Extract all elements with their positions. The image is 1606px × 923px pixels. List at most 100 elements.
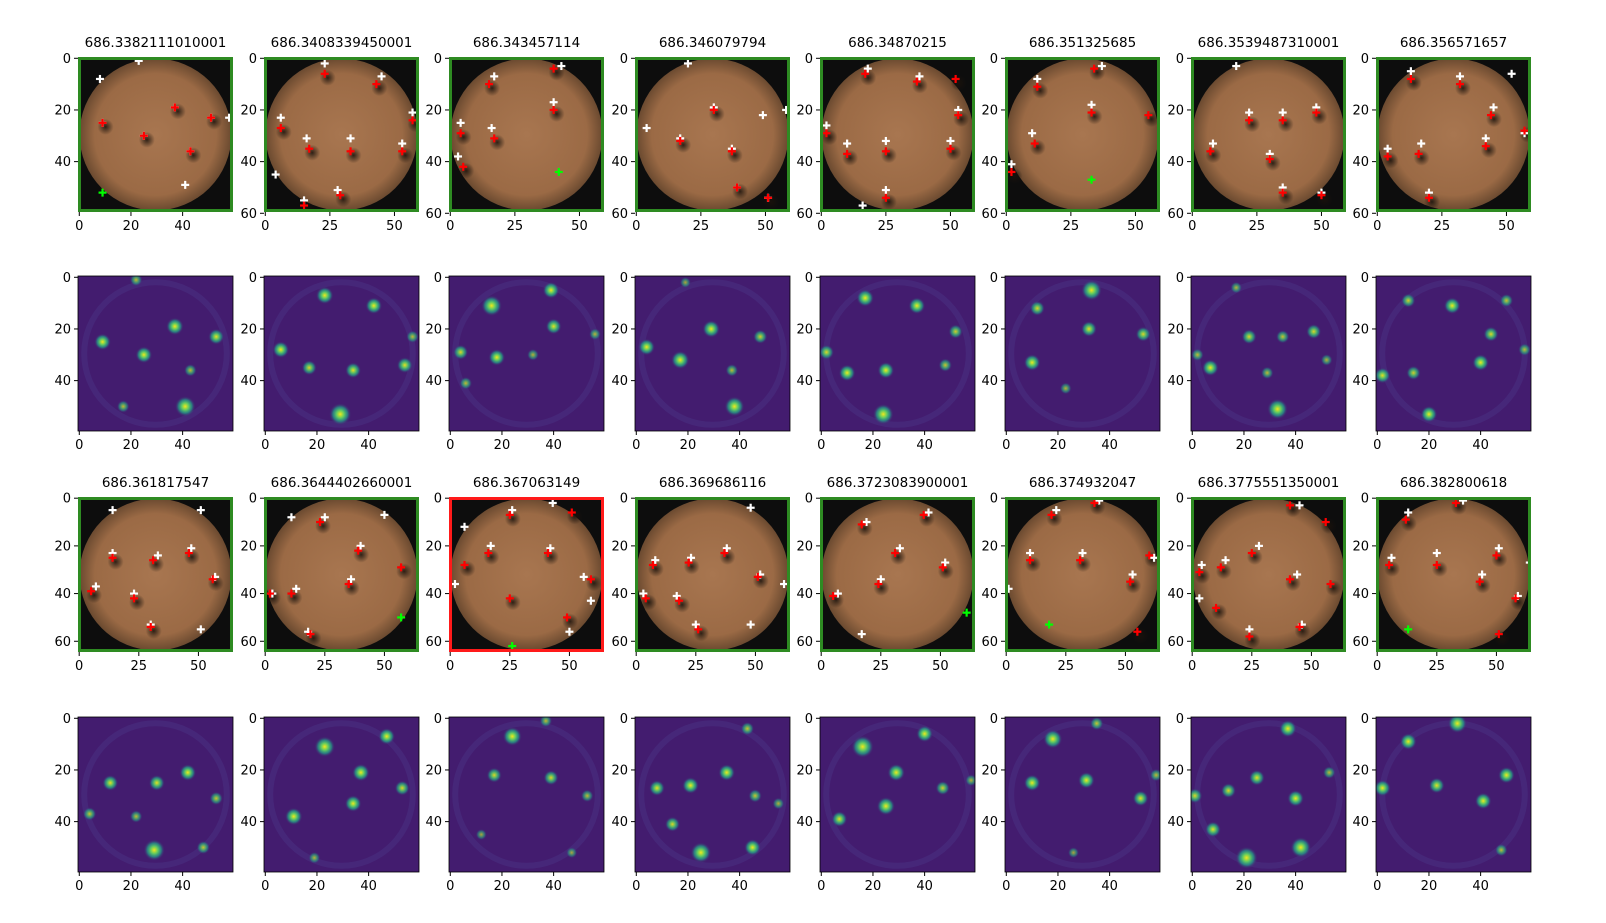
panel-plot-area — [264, 276, 419, 431]
dark-spot — [1211, 603, 1228, 620]
x-tick-label: 50 — [747, 659, 764, 674]
marker-white — [639, 589, 648, 598]
x-tick-label: 0 — [1373, 659, 1381, 674]
marker-red — [694, 625, 703, 634]
marker-red — [1133, 627, 1142, 636]
heatmap-ring — [452, 720, 601, 869]
heatmap-peak — [753, 329, 768, 344]
marker-white — [1295, 501, 1304, 510]
marker-white — [1195, 594, 1204, 603]
panel-plot-area — [635, 497, 790, 652]
marker-red — [344, 580, 353, 589]
marker-white — [1221, 556, 1230, 565]
heatmap-peak — [1260, 366, 1274, 380]
heatmap-peak — [588, 328, 601, 341]
x-tick-label: 40 — [731, 879, 748, 894]
heatmap-peak — [718, 764, 736, 781]
y-tick-label: 0 — [63, 271, 71, 286]
panel-border-red — [449, 497, 604, 652]
dark-spot — [345, 147, 362, 164]
sample-disc — [1006, 498, 1159, 651]
heatmap-peak — [580, 789, 594, 803]
marker-red — [709, 105, 718, 114]
marker-white — [862, 518, 871, 527]
heatmap-peak — [174, 396, 196, 417]
y-tick-label: 0 — [990, 271, 998, 286]
marker-white — [758, 111, 767, 120]
marker-white — [450, 580, 459, 589]
marker-white — [548, 498, 557, 507]
marker-white — [333, 186, 342, 195]
heatmap-peak — [329, 403, 352, 426]
heatmap-background — [820, 717, 975, 872]
x-tick-label: 40 — [360, 438, 377, 453]
heatmap-peak — [378, 727, 396, 745]
marker-red — [1144, 111, 1153, 120]
heatmap-ring — [1008, 279, 1157, 428]
panel-plot-area — [1005, 717, 1160, 872]
marker-red — [87, 587, 96, 596]
x-tick-label: 25 — [873, 659, 890, 674]
y-tick-label: 60 — [425, 207, 442, 222]
dark-spot — [548, 105, 565, 122]
heatmap-peak — [1322, 766, 1336, 779]
panel-plot-area — [820, 57, 975, 212]
dark-spot — [138, 131, 155, 148]
dark-spot — [950, 74, 967, 91]
y-tick-label: 60 — [240, 635, 257, 650]
sample-disc — [450, 58, 603, 211]
x-tick-label: 20 — [1236, 438, 1253, 453]
heatmap-peak — [526, 348, 539, 361]
y-tick-label: 0 — [1361, 271, 1369, 286]
marker-red — [1212, 603, 1221, 612]
y-tick-label: 20 — [240, 539, 257, 554]
marker-red — [1455, 80, 1464, 89]
y-tick-label: 40 — [54, 587, 71, 602]
sample-disc — [636, 58, 789, 211]
marker-red — [1247, 549, 1256, 558]
x-tick-label: 0 — [632, 879, 640, 894]
y-tick-label: 0 — [434, 712, 442, 727]
marker-red — [346, 147, 355, 156]
dark-spot — [1277, 116, 1294, 133]
marker-red — [1216, 563, 1225, 572]
marker-red — [951, 74, 960, 83]
marker-green — [1404, 625, 1413, 634]
x-tick-label: 50 — [1117, 659, 1134, 674]
y-tick-label: 0 — [990, 492, 998, 507]
dark-spot — [206, 113, 223, 130]
x-tick-label: 0 — [817, 438, 825, 453]
x-tick-label: 20 — [123, 438, 140, 453]
heatmap-peak — [1279, 719, 1297, 738]
image-panel-19: 686.369686116 0 25 50 0 20 40 60 — [611, 475, 790, 674]
x-tick-label: 0 — [1002, 438, 1010, 453]
x-tick-label: 50 — [942, 219, 959, 234]
dark-spot — [396, 563, 413, 580]
image-panel-7: 686.356571657 0 25 50 0 20 40 60 — [1352, 35, 1531, 234]
heatmap-peak — [1287, 789, 1305, 807]
marker-green — [397, 613, 406, 622]
marker-red — [881, 147, 890, 156]
heatmap-peak — [179, 764, 197, 781]
marker-white — [746, 620, 755, 629]
image-panel-4: 686.34870215 0 25 50 0 20 40 60 — [796, 35, 975, 234]
heatmap-peak — [1494, 843, 1508, 857]
y-tick-label: 60 — [1352, 207, 1369, 222]
x-tick-label: 0 — [75, 659, 83, 674]
panel-title: 686.356571657 — [1400, 35, 1507, 51]
marker-white — [1478, 570, 1487, 579]
image-panel-16: 686.361817547 0 25 50 0 20 40 60 — [54, 475, 233, 674]
marker-red — [1126, 577, 1135, 586]
x-tick-label: 25 — [1429, 659, 1446, 674]
x-tick-label: 40 — [545, 438, 562, 453]
heatmap-peak — [314, 736, 336, 758]
y-tick-label: 20 — [796, 539, 813, 554]
marker-white — [380, 510, 389, 519]
marker-red — [1494, 630, 1503, 639]
heatmap-peak — [344, 795, 362, 812]
heatmap-peak — [1406, 365, 1421, 381]
heatmap-peak — [682, 777, 699, 794]
sample-disc — [1377, 58, 1530, 211]
marker-red — [1492, 551, 1501, 560]
dark-spot — [1400, 515, 1417, 532]
